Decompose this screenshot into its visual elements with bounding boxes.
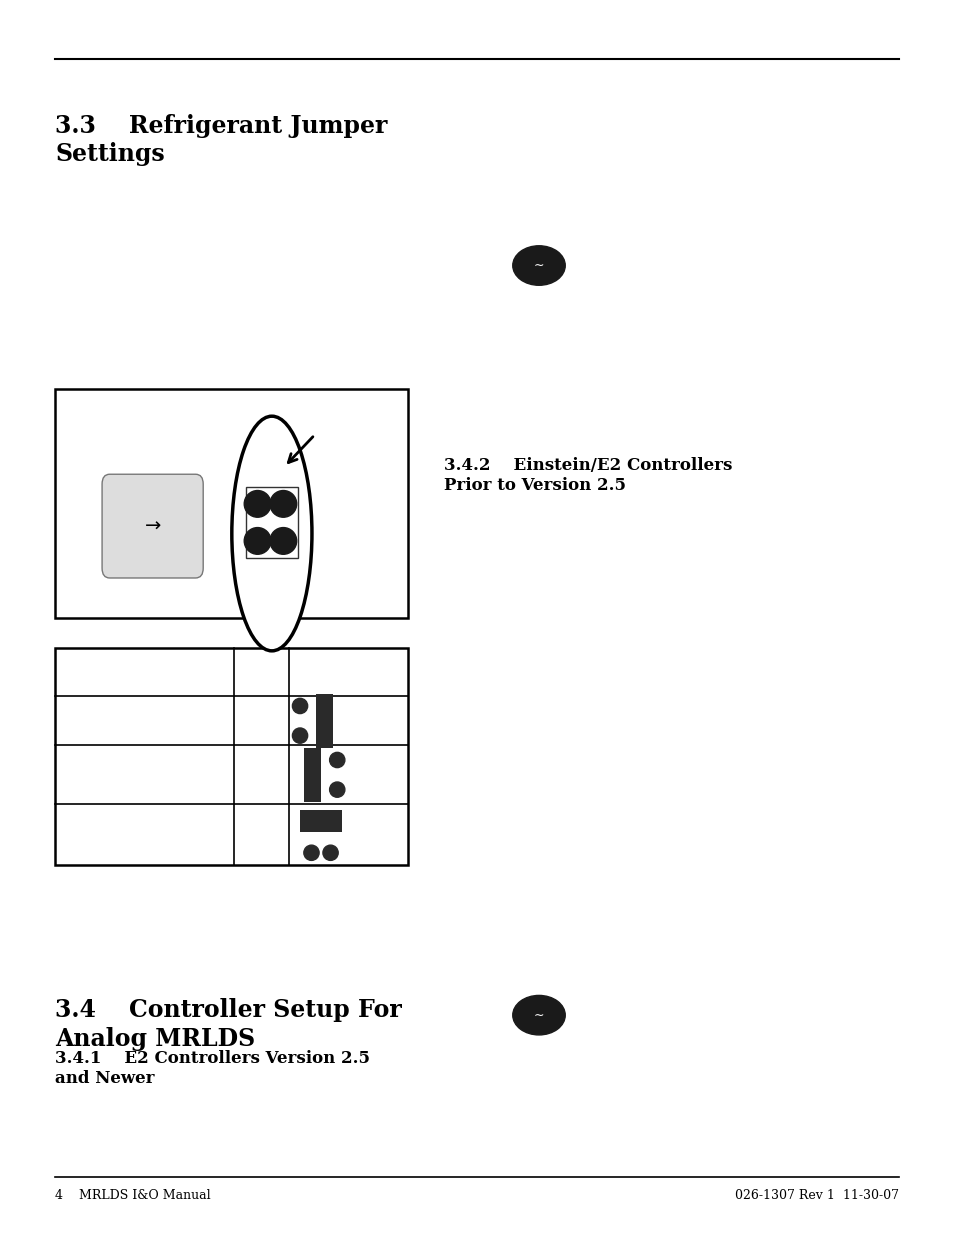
FancyBboxPatch shape	[102, 474, 203, 578]
Ellipse shape	[330, 782, 345, 798]
Ellipse shape	[322, 845, 337, 861]
Text: 3.3    Refrigerant Jumper
Settings: 3.3 Refrigerant Jumper Settings	[55, 114, 387, 167]
Text: ∼: ∼	[533, 259, 544, 272]
Ellipse shape	[303, 845, 318, 861]
Bar	[299, 810, 341, 832]
Text: 3.4.2    Einstein/E2 Controllers
Prior to Version 2.5: 3.4.2 Einstein/E2 Controllers Prior to V…	[443, 457, 731, 494]
Bar	[316, 694, 334, 748]
Ellipse shape	[512, 995, 564, 1035]
Ellipse shape	[244, 490, 271, 517]
Ellipse shape	[232, 416, 312, 651]
Ellipse shape	[292, 727, 307, 743]
Text: →: →	[144, 516, 161, 536]
Bar	[246, 487, 297, 558]
Ellipse shape	[292, 698, 307, 714]
Text: ∼: ∼	[533, 1009, 544, 1021]
Ellipse shape	[244, 527, 271, 555]
Text: 026-1307 Rev 1  11-30-07: 026-1307 Rev 1 11-30-07	[734, 1189, 898, 1203]
Bar	[55, 389, 408, 618]
Ellipse shape	[330, 752, 345, 768]
Ellipse shape	[270, 527, 296, 555]
Ellipse shape	[270, 490, 296, 517]
Bar	[55, 648, 408, 864]
Text: 3.4.1    E2 Controllers Version 2.5
and Newer: 3.4.1 E2 Controllers Version 2.5 and New…	[55, 1050, 370, 1087]
Text: 3.4    Controller Setup For
Analog MRLDS: 3.4 Controller Setup For Analog MRLDS	[55, 998, 401, 1051]
Ellipse shape	[512, 246, 564, 285]
Bar	[303, 747, 320, 802]
Text: 4    MRLDS I&O Manual: 4 MRLDS I&O Manual	[55, 1189, 211, 1203]
